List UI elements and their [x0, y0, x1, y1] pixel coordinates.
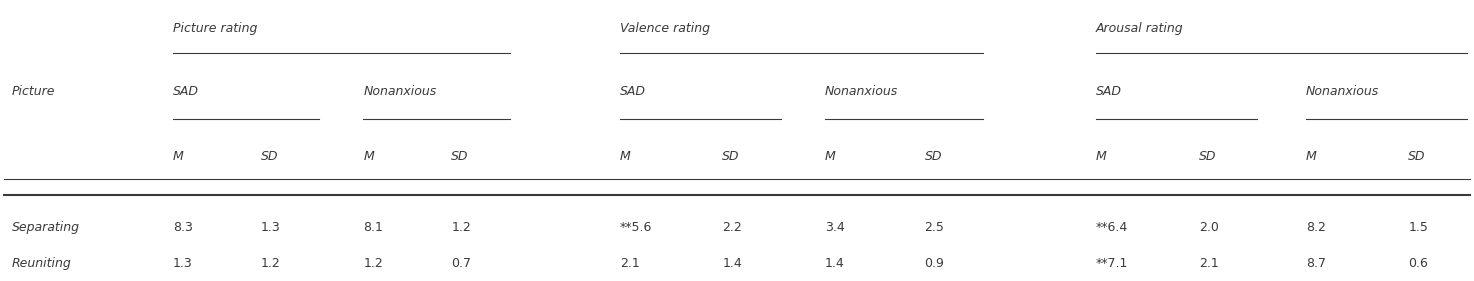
Text: M: M [1097, 150, 1107, 163]
Text: SD: SD [261, 150, 279, 163]
Text: 1.2: 1.2 [363, 257, 383, 270]
Text: 8.1: 8.1 [363, 221, 383, 234]
Text: 8.3: 8.3 [172, 221, 193, 234]
Text: Valence rating: Valence rating [619, 22, 710, 35]
Text: M: M [172, 150, 183, 163]
Text: 2.5: 2.5 [924, 221, 945, 234]
Text: 8.7: 8.7 [1306, 257, 1325, 270]
Text: Picture: Picture [12, 85, 55, 98]
Text: 2.1: 2.1 [1198, 257, 1219, 270]
Text: 1.5: 1.5 [1408, 221, 1428, 234]
Text: **5.6: **5.6 [619, 221, 652, 234]
Text: 8.2: 8.2 [1306, 221, 1325, 234]
Text: Reuniting: Reuniting [12, 257, 71, 270]
Text: M: M [1306, 150, 1316, 163]
Text: 2.0: 2.0 [1198, 221, 1219, 234]
Text: 0.9: 0.9 [924, 257, 945, 270]
Text: **6.4: **6.4 [1097, 221, 1128, 234]
Text: SD: SD [1408, 150, 1425, 163]
Text: 1.2: 1.2 [261, 257, 280, 270]
Text: Picture rating: Picture rating [172, 22, 256, 35]
Text: SD: SD [924, 150, 942, 163]
Text: Nonanxious: Nonanxious [825, 85, 898, 98]
Text: Nonanxious: Nonanxious [1306, 85, 1380, 98]
Text: **7.1: **7.1 [1097, 257, 1129, 270]
Text: M: M [363, 150, 374, 163]
Text: SD: SD [1198, 150, 1216, 163]
Text: 3.4: 3.4 [825, 221, 845, 234]
Text: 1.4: 1.4 [722, 257, 741, 270]
Text: M: M [825, 150, 836, 163]
Text: 0.7: 0.7 [451, 257, 472, 270]
Text: M: M [619, 150, 631, 163]
Text: 2.1: 2.1 [619, 257, 640, 270]
Text: 1.3: 1.3 [172, 257, 193, 270]
Text: 1.3: 1.3 [261, 221, 280, 234]
Text: SD: SD [451, 150, 469, 163]
Text: Nonanxious: Nonanxious [363, 85, 436, 98]
Text: Separating: Separating [12, 221, 80, 234]
Text: SAD: SAD [619, 85, 646, 98]
Text: 1.2: 1.2 [451, 221, 472, 234]
Text: 2.2: 2.2 [722, 221, 741, 234]
Text: 1.4: 1.4 [825, 257, 845, 270]
Text: Arousal rating: Arousal rating [1097, 22, 1184, 35]
Text: 0.6: 0.6 [1408, 257, 1428, 270]
Text: SAD: SAD [1097, 85, 1122, 98]
Text: SD: SD [722, 150, 740, 163]
Text: SAD: SAD [172, 85, 199, 98]
